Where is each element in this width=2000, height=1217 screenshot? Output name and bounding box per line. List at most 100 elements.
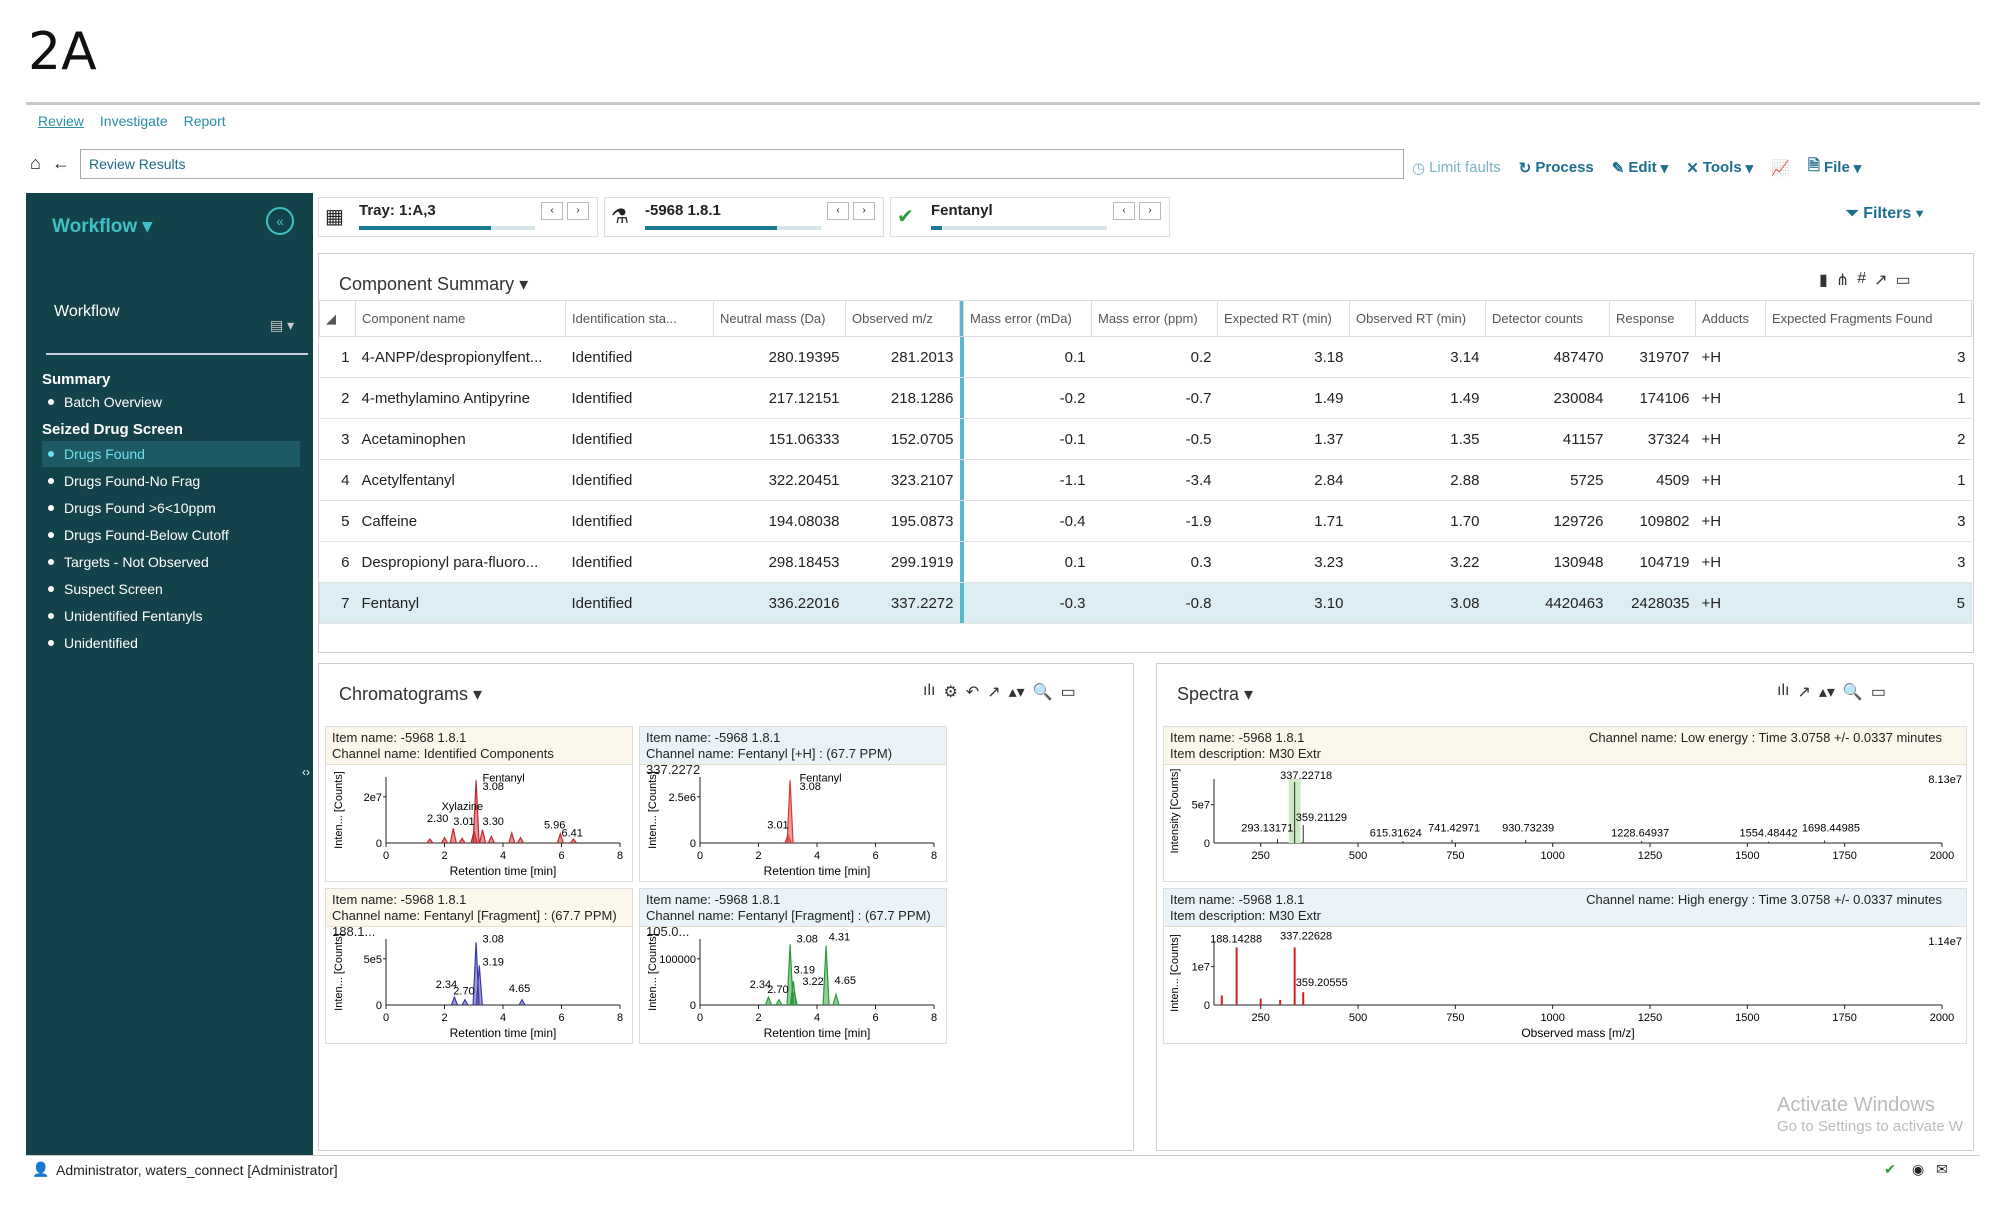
spectrum-plot[interactable]: 250 500 750 1000 1250 1500 1750 2000 1e7 0 1.14e7 I…: [1164, 927, 1968, 1045]
tools-button[interactable]: ✕ Tools ▾: [1686, 159, 1753, 177]
filters-button[interactable]: ⏷ Filters ▾: [1846, 205, 1924, 222]
home-icon[interactable]: ⌂: [30, 153, 41, 173]
chromatogram-plot[interactable]: 0 2 4 6 8 5e5 0 Retention time [min] Inten... [C…: [326, 927, 634, 1045]
peak-icon[interactable]: ılı: [1777, 682, 1790, 699]
workflow-settings-icon[interactable]: ▤ ▾: [270, 317, 295, 333]
next-arrow-icon[interactable]: ›: [567, 202, 589, 220]
spectrum-plot[interactable]: 250 500 750 1000 1250 1500 1750 2000 5e7 0 8.13e7 I…: [1164, 765, 1968, 883]
sidebar-item-batch-overview[interactable]: Batch Overview: [42, 389, 300, 415]
column-header[interactable]: ◢: [319, 300, 356, 337]
component-summary-title[interactable]: Component Summary ▾: [339, 274, 529, 294]
next-arrow-icon[interactable]: ›: [1139, 202, 1161, 220]
address-bar[interactable]: Review Results: [80, 149, 1404, 179]
prev-arrow-icon[interactable]: ‹: [827, 202, 849, 220]
spectrum-subplot[interactable]: Item name: -5968 1.8.1 Item description: …: [1163, 726, 1967, 882]
chromatogram-plot[interactable]: 0 2 4 6 8 100000 0 Retention time [min] Inten...…: [640, 927, 948, 1045]
chromatogram-plot[interactable]: 0 2 4 6 8 2.5e6 0 Retention time [min] Inten... …: [640, 765, 948, 883]
chart-icon[interactable]: ▴▾: [1818, 684, 1835, 701]
column-header[interactable]: Response: [1609, 300, 1696, 337]
window-toggle-icon[interactable]: ▭: [1895, 272, 1911, 289]
table-cell: Identified: [565, 336, 714, 378]
resize-handle-icon[interactable]: ‹›: [302, 765, 310, 779]
undo-icon[interactable]: ↶: [965, 684, 980, 701]
limit-faults-button[interactable]: ◷ Limit faults: [1412, 159, 1501, 177]
column-header[interactable]: Neutral mass (Da): [713, 300, 846, 337]
window-toggle-icon[interactable]: ▭: [1060, 684, 1076, 701]
zoom-icon[interactable]: 🔍: [1032, 684, 1053, 701]
y-axis-label: Intensity [Counts]: [1169, 769, 1181, 854]
sidebar-item-targets-not-observed[interactable]: Targets - Not Observed: [42, 549, 300, 575]
column-header[interactable]: Mass error (ppm): [1091, 300, 1218, 337]
table-cell: 1.37: [1217, 418, 1350, 460]
process-button[interactable]: ↻ Process: [1519, 159, 1594, 177]
component-selector[interactable]: ✔ Fentanyl ‹ ›: [890, 197, 1170, 237]
tab-investigate[interactable]: Investigate: [99, 113, 168, 129]
table-row[interactable]: 2 4-methylamino Antipyrine Identified 217.1…: [319, 377, 1972, 419]
mail-icon[interactable]: ✉: [1936, 1161, 1948, 1177]
chromatogram-subplot[interactable]: Item name: -5968 1.8.1 Channel name: Fent…: [639, 888, 947, 1044]
table-cell: -0.4: [963, 500, 1092, 542]
prev-arrow-icon[interactable]: ‹: [1113, 202, 1135, 220]
column-header[interactable]: Observed m/z: [845, 300, 960, 337]
x-tick-label: 250: [1252, 850, 1270, 862]
sidebar-item-drugs-found-ppm[interactable]: Drugs Found >6<10ppm: [42, 495, 300, 521]
chart-export-button[interactable]: 📈: [1771, 159, 1790, 177]
spectrum-subplot[interactable]: Item name: -5968 1.8.1 Item description: …: [1163, 888, 1967, 1044]
sidebar-item-drugs-found-no-frag[interactable]: Drugs Found-No Frag: [42, 468, 300, 494]
gear-icon[interactable]: ⚙: [943, 684, 958, 701]
workflow-dropdown[interactable]: Workflow ▾: [52, 215, 152, 238]
edit-button[interactable]: ✎ Edit ▾: [1612, 159, 1668, 177]
tray-selector[interactable]: ▦ Tray: 1:A,3 ‹ ›: [318, 197, 598, 237]
hash-icon[interactable]: #: [1857, 270, 1867, 287]
prev-arrow-icon[interactable]: ‹: [541, 202, 563, 220]
back-arrow-icon[interactable]: ←: [52, 153, 70, 173]
x-tick-label: 2: [441, 850, 447, 862]
plot-icon[interactable]: ↗: [1797, 684, 1811, 701]
chromatogram-subplot[interactable]: Item name: -5968 1.8.1 Channel name: Fent…: [639, 726, 947, 882]
share-icon[interactable]: ⋔: [1835, 272, 1850, 289]
table-cell: 5: [319, 500, 356, 542]
chromatogram-plot[interactable]: 0 2 4 6 8 2e7 0 Retention time [min] Inten... [C…: [326, 765, 634, 883]
sidebar-item-unidentified[interactable]: Unidentified: [42, 630, 300, 656]
plot-icon[interactable]: ↗: [987, 684, 1001, 701]
column-icon[interactable]: ▮: [1819, 272, 1828, 289]
spectra-title[interactable]: Spectra ▾: [1177, 684, 1254, 704]
sidebar-item-drugs-found-below-cutoff[interactable]: Drugs Found-Below Cutoff: [42, 522, 300, 548]
sidebar-item-unidentified-fentanyls[interactable]: Unidentified Fentanyls: [42, 603, 300, 629]
chart-icon[interactable]: ▴▾: [1008, 684, 1025, 701]
tab-report[interactable]: Report: [183, 113, 226, 129]
peak-icon[interactable]: ılı: [923, 682, 936, 699]
column-header[interactable]: Identification sta...: [565, 300, 714, 337]
table-row[interactable]: 7 Fentanyl Identified 336.22016 337.2272 -0.3…: [319, 582, 1972, 624]
table-row[interactable]: 5 Caffeine Identified 194.08038 195.0873 -0.4…: [319, 500, 1972, 542]
sidebar-item-drugs-found[interactable]: Drugs Found: [42, 441, 300, 467]
file-button[interactable]: 🗎 File ▾: [1808, 155, 1861, 180]
table-row[interactable]: 3 Acetaminophen Identified 151.06333 152.070…: [319, 418, 1972, 460]
y-tick-zero: 0: [376, 1000, 382, 1012]
table-row[interactable]: 1 4-ANPP/despropionylfent... Identified 280…: [319, 336, 1972, 378]
column-header[interactable]: Expected Fragments Found: [1765, 300, 1972, 337]
column-header[interactable]: Detector counts: [1485, 300, 1610, 337]
sidebar-item-suspect-screen[interactable]: Suspect Screen: [42, 576, 300, 602]
table-cell: 3.08: [1349, 582, 1486, 624]
column-header[interactable]: Component name: [355, 300, 566, 337]
sample-selector[interactable]: ⚗ -5968 1.8.1 ‹ ›: [604, 197, 884, 237]
table-row[interactable]: 6 Despropionyl para-fluoro... Identified 29…: [319, 541, 1972, 583]
zoom-icon[interactable]: 🔍: [1842, 684, 1863, 701]
chromatogram-subplot[interactable]: Item name: -5968 1.8.1 Channel name: Fent…: [325, 888, 633, 1044]
chromatograms-title[interactable]: Chromatograms ▾: [339, 684, 483, 704]
column-header[interactable]: Adducts: [1695, 300, 1766, 337]
tab-review[interactable]: Review: [38, 113, 84, 129]
plot-icon[interactable]: ↗: [1874, 272, 1888, 289]
column-header[interactable]: Observed RT (min): [1349, 300, 1486, 337]
column-header[interactable]: Expected RT (min): [1217, 300, 1350, 337]
table-cell: 298.18453: [713, 541, 846, 583]
table-row[interactable]: 4 Acetylfentanyl Identified 322.20451 323.21…: [319, 459, 1972, 501]
next-arrow-icon[interactable]: ›: [853, 202, 875, 220]
column-separator: [959, 459, 964, 501]
x-axis-label: Retention time [min]: [764, 864, 871, 878]
chromatogram-subplot[interactable]: Item name: -5968 1.8.1 Channel name: Iden…: [325, 726, 633, 882]
window-toggle-icon[interactable]: ▭: [1870, 684, 1886, 701]
column-header[interactable]: Mass error (mDa): [963, 300, 1092, 337]
collapse-sidebar-icon[interactable]: «: [266, 207, 294, 235]
